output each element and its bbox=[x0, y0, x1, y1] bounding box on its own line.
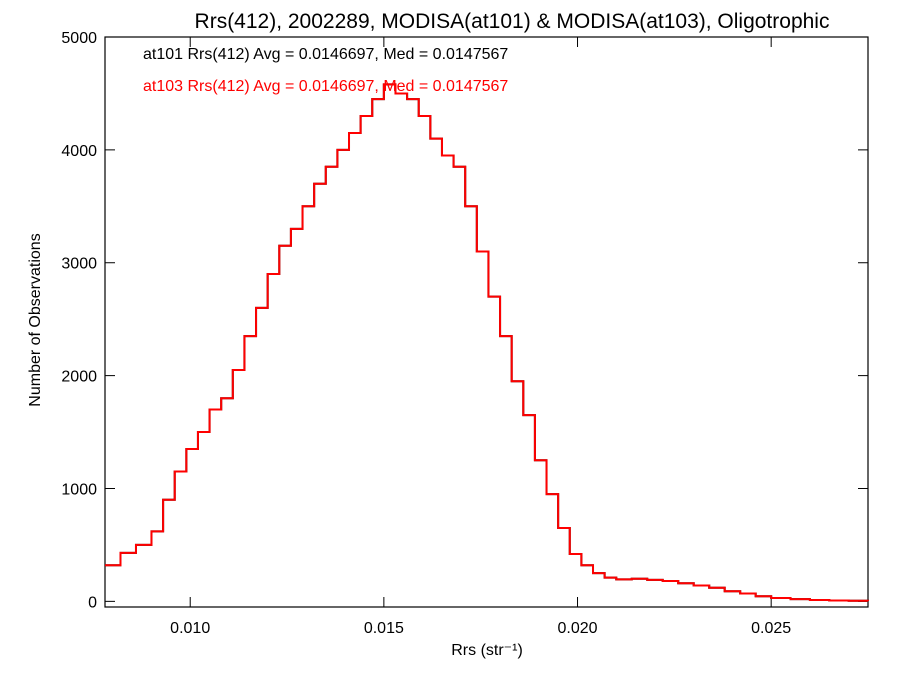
series-line-at101 bbox=[105, 83, 869, 602]
chart-title: Rrs(412), 2002289, MODISA(at101) & MODIS… bbox=[195, 10, 830, 33]
x-axis-label: Rrs (str⁻¹) bbox=[451, 642, 523, 659]
x-tick-label: 0.010 bbox=[170, 620, 210, 637]
y-tick-label: 5000 bbox=[61, 30, 97, 47]
y-tick-label: 0 bbox=[88, 594, 97, 611]
y-tick-label: 4000 bbox=[61, 143, 97, 160]
y-axis-label: Number of Observations bbox=[27, 233, 44, 406]
plot-frame bbox=[104, 36, 869, 608]
series-line-at103 bbox=[105, 83, 869, 602]
x-axis: 0.010 0.015 0.020 0.025 bbox=[170, 37, 791, 637]
y-axis: 0 1000 2000 3000 4000 5000 bbox=[61, 30, 868, 611]
series-layer bbox=[105, 83, 869, 602]
annotation-at101: at101 Rrs(412) Avg = 0.0146697, Med = 0.… bbox=[143, 46, 508, 63]
y-tick-label: 2000 bbox=[61, 369, 97, 386]
x-tick-label: 0.025 bbox=[751, 620, 791, 637]
annotation-at103: at103 Rrs(412) Avg = 0.0146697, Med = 0.… bbox=[143, 78, 508, 95]
x-tick-label: 0.020 bbox=[557, 620, 597, 637]
y-tick-label: 1000 bbox=[61, 481, 97, 498]
y-tick-label: 3000 bbox=[61, 256, 97, 273]
x-tick-label: 0.015 bbox=[364, 620, 404, 637]
